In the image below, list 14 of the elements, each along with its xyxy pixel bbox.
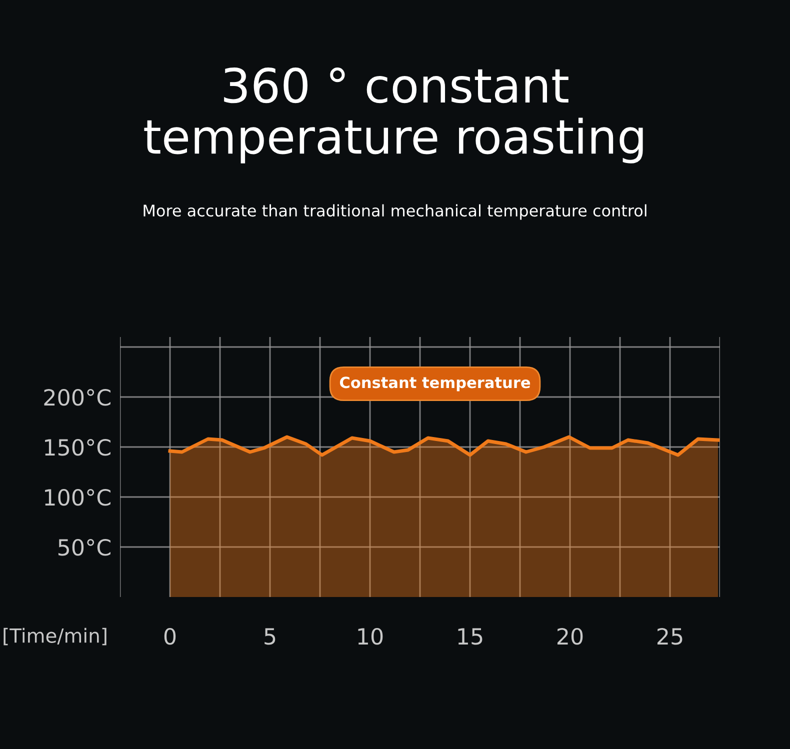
x-tick-label: 20 (557, 628, 583, 645)
y-tick-label: 50°C (58, 538, 110, 556)
x-tick-label: 15 (458, 628, 482, 645)
x-tick-label: 0 (164, 628, 176, 645)
y-tick-label: 100°C (45, 488, 110, 506)
x-axis-title: [Time/min] (4, 628, 106, 646)
y-tick-label: 150°C (45, 438, 110, 456)
chart-subtitle: More accurate than traditional mechanical temperature control (144, 204, 646, 220)
y-tick-label: 200°C (44, 388, 110, 406)
x-tick-label: 5 (264, 628, 276, 645)
chart-title: 360 ° constant temperature roasting (144, 67, 643, 164)
x-tick-label: 10 (358, 628, 383, 645)
x-tick-label: 25 (657, 628, 682, 645)
annotation: Constant temperature (340, 376, 530, 392)
